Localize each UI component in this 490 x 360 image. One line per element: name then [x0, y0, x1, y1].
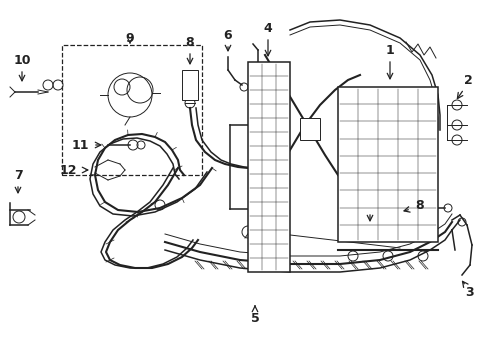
Text: 3: 3: [466, 285, 474, 298]
Bar: [62, 45, 202, 175]
Text: 10: 10: [13, 54, 31, 67]
Text: 5: 5: [250, 311, 259, 324]
Bar: [182, 70, 198, 100]
Text: 9: 9: [126, 32, 134, 45]
Text: 11: 11: [71, 139, 89, 152]
Text: 8: 8: [186, 36, 195, 49]
Text: 4: 4: [264, 22, 272, 35]
Text: 6: 6: [224, 28, 232, 41]
Text: 8: 8: [416, 198, 424, 212]
Bar: [338, 87, 438, 242]
Bar: [300, 118, 320, 140]
Text: 1: 1: [386, 44, 394, 57]
Text: 2: 2: [464, 73, 472, 86]
Text: 12: 12: [59, 163, 77, 176]
Text: 7: 7: [14, 168, 23, 181]
Bar: [248, 62, 290, 272]
